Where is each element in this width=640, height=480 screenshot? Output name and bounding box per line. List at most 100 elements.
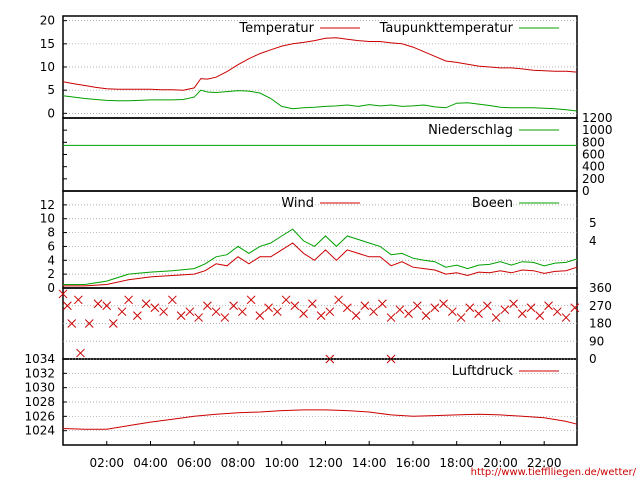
wind-direction-point (255, 311, 265, 320)
wind-direction-point (412, 301, 422, 311)
wind-direction-point (535, 311, 545, 320)
wind-direction-point (404, 309, 413, 318)
wind-direction-point (491, 313, 501, 322)
wind-direction-point (456, 313, 466, 322)
wind-direction-point (124, 295, 133, 305)
temperature-panel: 0 5 10 15 20 Temperatur Taupunkttemperatur (40, 14, 578, 120)
temperature-ytick-label: 20 (40, 14, 55, 28)
pressure-series-0 (62, 409, 578, 430)
precipitation-legend-label: Niederschlag (428, 123, 513, 138)
wind-direction-point (360, 301, 370, 311)
wind-direction-point (246, 295, 256, 305)
wind-direction-point (369, 307, 378, 317)
wind-direction-point (73, 295, 83, 305)
x-tick-label: 10:00 (264, 456, 299, 470)
wind-direction-point (552, 307, 562, 317)
wind-direction-point (482, 301, 492, 311)
pressure-ytick-label: 1030 (24, 381, 55, 395)
wind-direction-point (430, 303, 440, 313)
wind-direction-point (150, 303, 160, 313)
precipitation-ytick-label: 1000 (582, 123, 613, 137)
pressure-legend-label: Luftdruck (452, 364, 514, 379)
pressure-ytick-label: 1028 (24, 395, 55, 409)
wind-direction-right-tick-label: 360 (589, 281, 612, 295)
wind-direction-point (176, 311, 186, 320)
wind-direction-point (334, 295, 343, 305)
wind-direction-point (76, 348, 85, 358)
footer-link[interactable]: http://www.tiefflliegen.de/wetter/ (471, 467, 637, 478)
x-tick-label: 06:00 (177, 456, 212, 470)
wind-direction-point (307, 299, 317, 309)
wind-direction-point (229, 301, 238, 311)
pressure-ytick-label: 1024 (24, 424, 55, 438)
wind-ytick-label: 4 (47, 253, 55, 267)
wind-direction-point (447, 307, 457, 317)
x-tick-label: 14:00 (352, 456, 387, 470)
wind-direction-point (439, 299, 448, 309)
wind-direction-panel: 0 90 180 270 360 (58, 281, 612, 366)
wind-direction-point (517, 309, 527, 318)
x-tick-label: 18:00 (439, 456, 474, 470)
wind-direction-point (561, 313, 571, 322)
wind-direction-point (570, 303, 580, 313)
wind-direction-point (377, 299, 387, 309)
wind-direction-point (544, 301, 553, 311)
wind-direction-point (237, 307, 247, 317)
wind-direction-point (93, 299, 103, 309)
wind-direction-point (58, 289, 68, 299)
wind-ytick-label: 0 (47, 281, 55, 295)
precipitation-ytick-label: 600 (582, 148, 605, 162)
wind-direction-point (133, 311, 142, 320)
wind-direction-right-tick-label: 0 (589, 352, 597, 366)
wind-right-tick-label: 5 (589, 216, 597, 230)
wind-series-0 (63, 242, 578, 287)
wind-direction-point (351, 311, 361, 320)
wind-direction-point (159, 307, 168, 317)
wind-legend-label: Boeen (472, 196, 513, 211)
pressure-ytick-label: 1026 (24, 409, 55, 423)
wind-direction-right-tick-label: 270 (589, 299, 612, 313)
precipitation-ytick-label: 200 (582, 172, 605, 186)
wind-ytick-label: 8 (47, 226, 55, 240)
wind-direction-point (264, 303, 273, 313)
precipitation-ytick-label: 0 (582, 184, 590, 198)
x-tick-label: 22:00 (527, 456, 562, 470)
temperature-ytick-label: 0 (47, 106, 55, 120)
wind-direction-point (421, 311, 431, 320)
temperature-ytick-label: 5 (47, 83, 55, 97)
wind-direction-point (194, 313, 203, 322)
temperature-legend-label: Temperatur (238, 21, 314, 36)
x-tick-label: 16:00 (396, 456, 431, 470)
wind-direction-point (281, 295, 291, 305)
wind-direction-point (108, 319, 118, 328)
wind-direction-point (465, 303, 475, 313)
wind-direction-point (211, 307, 221, 317)
wind-direction-point (316, 311, 326, 320)
x-tick-label: 12:00 (308, 456, 343, 470)
wind-series-1 (63, 228, 578, 285)
wind-direction-point (141, 299, 151, 309)
wind-ytick-label: 10 (40, 212, 55, 226)
wind-direction-point (509, 299, 518, 309)
wind-direction-right-tick-label: 180 (589, 317, 612, 331)
wind-direction-point (395, 305, 405, 315)
wind-direction-point (102, 301, 112, 311)
precipitation-ytick-label: 800 (582, 135, 605, 149)
wind-direction-point (325, 307, 335, 317)
wind-direction-point (203, 301, 212, 311)
wind-direction-point (299, 309, 308, 318)
wind-direction-point (117, 307, 127, 317)
wind-direction-point (272, 307, 282, 317)
wind-direction-point (67, 319, 77, 328)
precipitation-ytick-label: 1200 (582, 111, 613, 125)
wind-direction-point (63, 301, 72, 311)
wind-direction-point (290, 301, 300, 311)
temperature-ytick-label: 15 (40, 37, 55, 51)
wind-direction-point (84, 319, 94, 328)
x-tick-label: 20:00 (483, 456, 518, 470)
wind-direction-frame (62, 287, 578, 360)
